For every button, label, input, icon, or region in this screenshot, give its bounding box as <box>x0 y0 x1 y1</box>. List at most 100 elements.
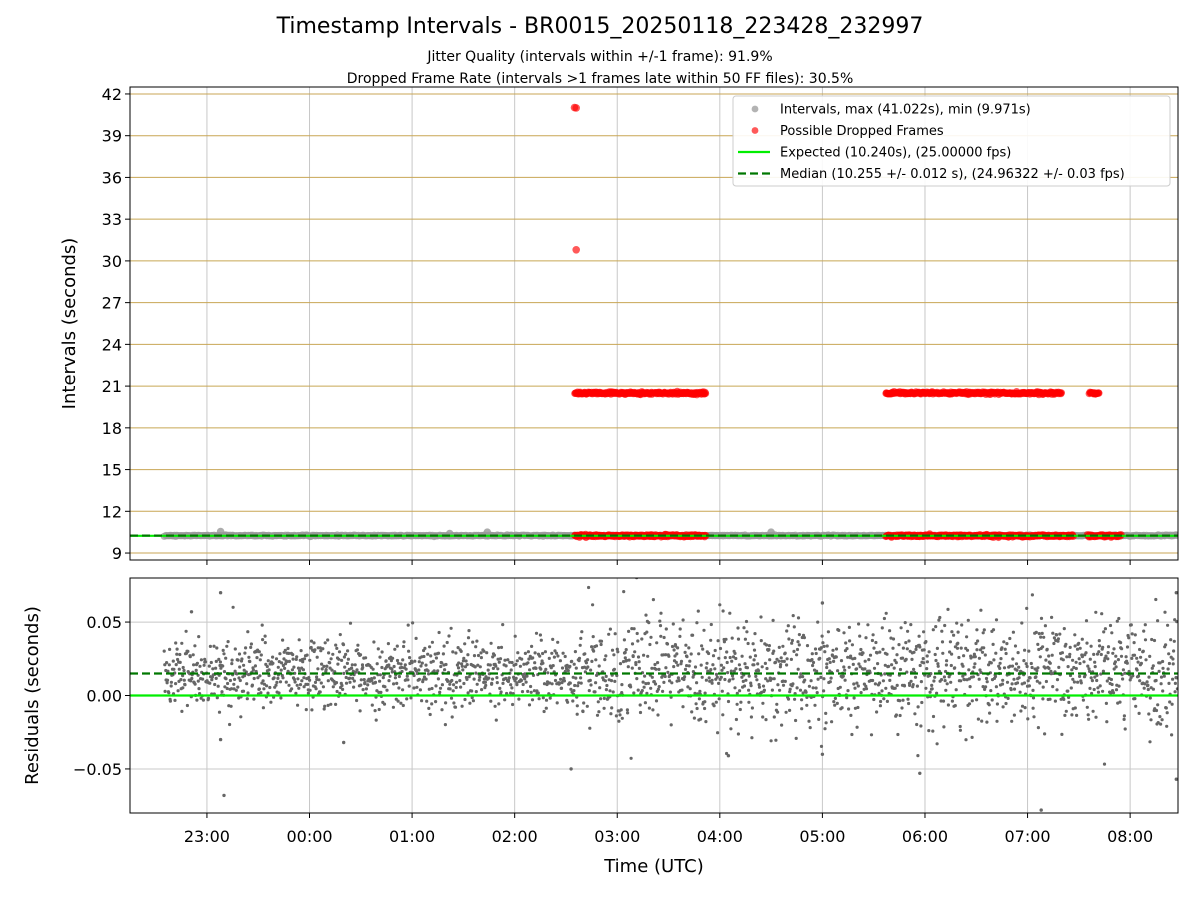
residual-point <box>608 627 613 631</box>
residual-point <box>442 644 446 648</box>
residual-point <box>1142 686 1146 690</box>
residual-point <box>1008 636 1012 641</box>
residual-point <box>597 664 601 668</box>
residual-point <box>1167 681 1171 686</box>
residual-point <box>280 661 284 665</box>
residual-point <box>463 697 467 702</box>
residual-point <box>402 644 406 649</box>
residual-point <box>620 691 624 695</box>
residual-point <box>527 703 532 707</box>
residual-point <box>653 662 657 667</box>
residuals-ytick-label: 0.00 <box>86 687 122 706</box>
residual-point <box>729 669 733 673</box>
residual-point <box>376 647 380 651</box>
residual-point <box>1103 627 1107 631</box>
residual-point <box>817 717 821 722</box>
residual-point <box>790 638 795 643</box>
residual-point <box>1048 661 1052 665</box>
residual-point <box>1111 651 1115 655</box>
residual-point <box>337 650 342 654</box>
residual-point <box>925 654 929 658</box>
residual-point <box>386 642 390 646</box>
residual-point <box>348 676 352 680</box>
residual-point <box>959 646 963 650</box>
residual-point <box>935 646 940 651</box>
residual-point <box>1012 713 1017 717</box>
residual-point <box>1000 682 1005 686</box>
residual-point <box>281 638 285 642</box>
residual-point <box>747 688 751 692</box>
legend-interval-marker <box>751 105 759 113</box>
residual-point <box>214 659 218 664</box>
residual-point <box>331 652 335 656</box>
residual-point <box>1173 681 1177 686</box>
residual-point <box>544 706 548 710</box>
residual-point <box>1088 669 1092 674</box>
residual-point <box>203 657 207 661</box>
residual-point <box>807 719 811 723</box>
residual-point <box>746 641 750 646</box>
residual-point <box>655 641 659 645</box>
residual-point <box>1027 684 1031 688</box>
residual-point <box>484 683 488 688</box>
residual-point <box>965 635 969 639</box>
residual-point <box>572 662 576 666</box>
residual-point <box>775 702 779 706</box>
residual-point <box>683 675 687 679</box>
residual-point <box>236 658 240 662</box>
residual-point <box>1089 644 1093 648</box>
residual-point <box>1041 697 1045 701</box>
residual-point <box>843 678 847 682</box>
residual-point <box>1175 687 1178 691</box>
residual-point <box>237 676 241 680</box>
residual-point <box>417 677 421 682</box>
residual-point <box>770 688 775 692</box>
residual-point <box>178 660 182 665</box>
residual-point <box>1148 740 1152 744</box>
residual-point <box>920 700 924 705</box>
residual-point <box>1009 688 1013 692</box>
residual-point <box>846 655 850 659</box>
residual-point <box>1125 645 1130 649</box>
residual-point <box>1102 630 1106 634</box>
residual-point <box>883 663 887 667</box>
residual-point <box>568 681 572 685</box>
residual-point <box>440 708 444 712</box>
residual-point <box>754 674 758 679</box>
residual-point <box>1139 655 1143 659</box>
residual-point <box>1125 661 1129 665</box>
residual-point <box>509 691 513 695</box>
intervals-plot-area <box>130 103 1178 542</box>
residual-point <box>842 665 846 669</box>
residual-point <box>307 676 311 680</box>
residual-point <box>391 705 395 709</box>
residual-point <box>1048 697 1052 701</box>
residual-point <box>480 688 484 692</box>
residual-point <box>558 659 563 663</box>
residual-point <box>604 688 609 692</box>
residual-point <box>623 656 627 660</box>
residual-point <box>1129 623 1133 627</box>
residual-point <box>246 630 250 634</box>
residual-point <box>362 678 366 682</box>
residual-point <box>672 665 676 669</box>
residual-point <box>259 653 263 657</box>
residual-point <box>233 677 237 682</box>
residual-point <box>261 638 265 642</box>
residual-point <box>707 676 711 680</box>
residual-point <box>1167 652 1171 656</box>
residual-point <box>738 667 742 672</box>
residual-point <box>629 685 633 689</box>
residual-point <box>175 647 179 651</box>
residual-point <box>729 727 733 731</box>
residual-point <box>413 659 417 663</box>
residual-point <box>891 637 896 641</box>
residual-point <box>392 682 396 686</box>
residual-point <box>1159 682 1163 686</box>
residual-point <box>178 652 182 657</box>
residual-point <box>945 682 949 686</box>
residual-point <box>1095 673 1099 678</box>
residual-point <box>461 668 465 672</box>
residual-point <box>669 723 673 727</box>
